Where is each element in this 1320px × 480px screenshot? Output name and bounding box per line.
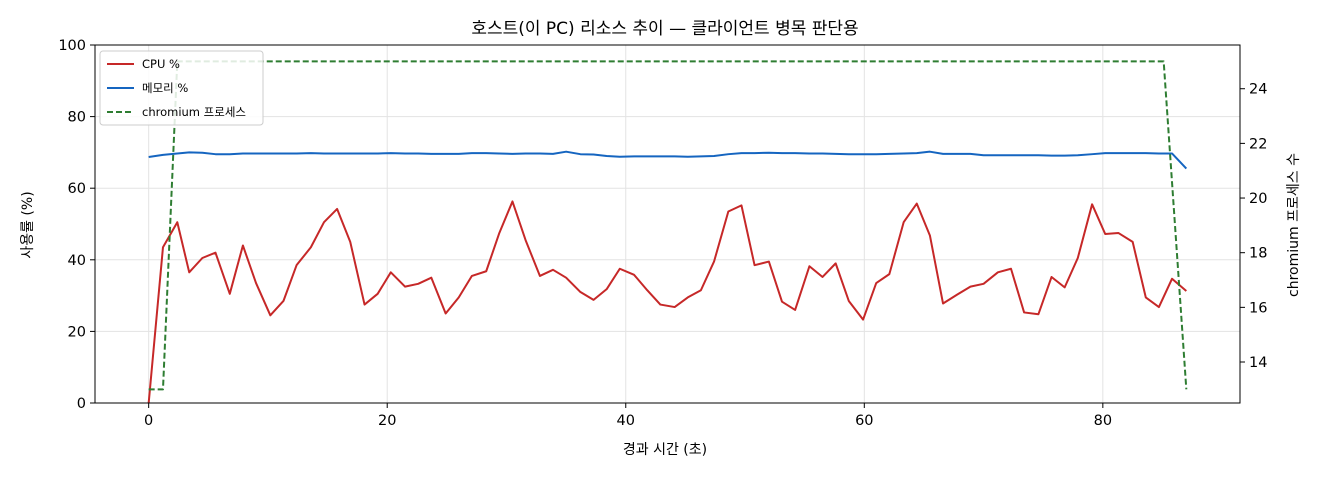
y2-tick-label-5: 24 <box>1249 82 1267 98</box>
x-tick-label-2: 40 <box>617 413 635 429</box>
x-tick-label-4: 80 <box>1094 413 1112 429</box>
y2-tick-label-3: 20 <box>1249 191 1267 207</box>
plot-area <box>147 60 1188 404</box>
y2-tick-label-2: 18 <box>1249 246 1267 262</box>
y-tick-label-0: 0 <box>77 396 86 412</box>
y-tick-label-1: 20 <box>68 324 86 340</box>
chart-title: 호스트(이 PC) 리소스 추이 — 클라이언트 병목 판단용 <box>471 19 858 39</box>
grid <box>95 44 1240 404</box>
y-tick-label-4: 80 <box>68 110 86 126</box>
x-tick-label-1: 20 <box>378 413 396 429</box>
y-tick-label-3: 60 <box>68 181 86 197</box>
legend-label-2: chromium 프로세스 <box>142 105 246 119</box>
y2-tick-label-4: 22 <box>1249 136 1267 152</box>
series-line-0 <box>147 200 1187 404</box>
plot-frame <box>94 44 1241 404</box>
legend-label-1: 메모리 % <box>142 81 188 95</box>
legend: CPU % 메모리 % chromium 프로세스 <box>99 50 264 126</box>
y-axis-label: 사용률 (%) <box>20 191 36 258</box>
x-tick-label-3: 60 <box>855 413 873 429</box>
axes: 0 20 40 60 80 0 20 40 60 80 100 14 16 18 20 22 24 <box>58 38 1267 429</box>
legend-box <box>99 50 264 126</box>
x-tick-label-0: 0 <box>144 413 153 429</box>
x-axis-label: 경과 시간 (초) <box>623 442 707 458</box>
y-tick-label-2: 40 <box>68 253 86 269</box>
y2-tick-label-0: 14 <box>1249 355 1267 371</box>
y2-axis-label: chromium 프로세스 수 <box>1286 153 1302 297</box>
legend-label-0: CPU % <box>142 57 180 71</box>
y-tick-label-5: 100 <box>58 38 86 54</box>
y2-tick-label-1: 16 <box>1249 300 1267 316</box>
series-line-1 <box>148 150 1188 170</box>
series-line-2 <box>148 60 1188 391</box>
